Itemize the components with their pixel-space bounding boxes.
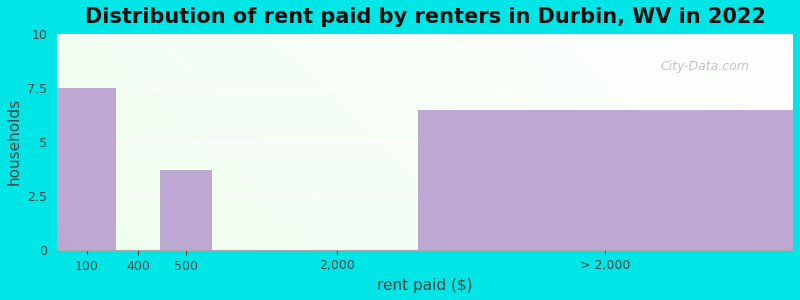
Bar xyxy=(58,88,116,250)
Title: Distribution of rent paid by renters in Durbin, WV in 2022: Distribution of rent paid by renters in … xyxy=(85,7,766,27)
Text: City-Data.com: City-Data.com xyxy=(661,60,750,73)
Bar xyxy=(160,170,212,250)
X-axis label: rent paid ($): rent paid ($) xyxy=(378,278,473,293)
Y-axis label: households: households xyxy=(7,98,22,185)
Bar xyxy=(418,110,793,250)
